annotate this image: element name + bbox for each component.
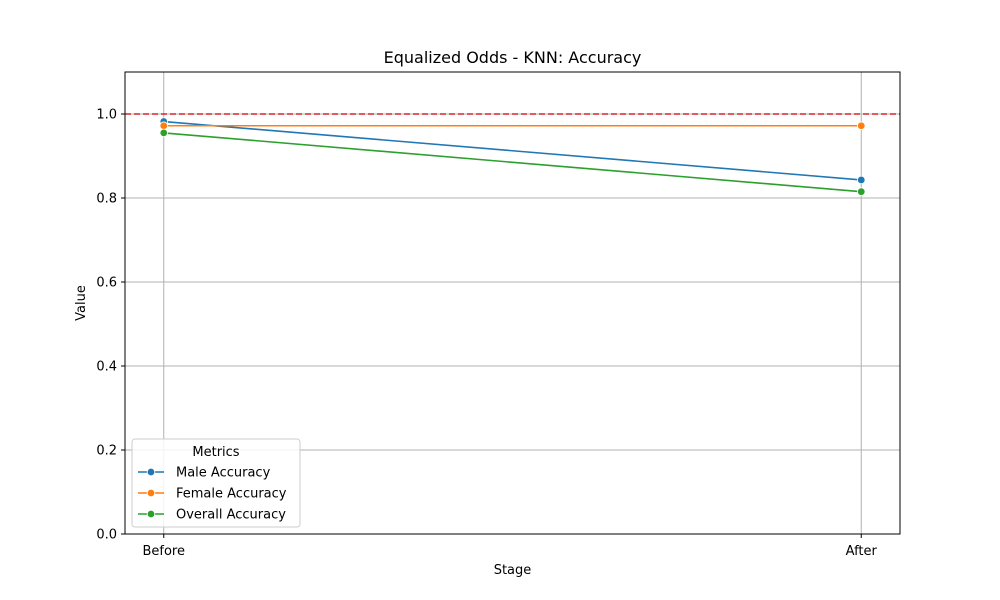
x-axis-title: Stage (494, 563, 532, 578)
legend-label: Overall Accuracy (176, 508, 286, 523)
x-tick-label: After (846, 544, 878, 559)
y-tick-label: 0.2 (96, 444, 117, 459)
x-tick-label: Before (142, 544, 185, 559)
legend-label: Male Accuracy (176, 466, 271, 481)
y-tick-label: 0.6 (96, 276, 117, 291)
data-point (857, 188, 865, 196)
data-point (160, 129, 168, 137)
y-tick-label: 0.0 (96, 528, 117, 543)
data-point (857, 122, 865, 130)
chart-title: Equalized Odds - KNN: Accuracy (384, 48, 642, 67)
legend-marker (147, 489, 155, 497)
y-tick-label: 1.0 (96, 108, 117, 123)
y-axis-title: Value (74, 285, 89, 321)
y-tick-label: 0.4 (96, 360, 117, 375)
legend-marker (147, 468, 155, 476)
legend: Metrics Male Accuracy Female Accuracy Over… (132, 439, 300, 527)
legend-label: Female Accuracy (176, 487, 287, 502)
legend-title: Metrics (192, 445, 239, 460)
data-point (160, 122, 168, 130)
data-point (857, 176, 865, 184)
y-tick-label: 0.8 (96, 192, 117, 207)
legend-marker (147, 510, 155, 518)
